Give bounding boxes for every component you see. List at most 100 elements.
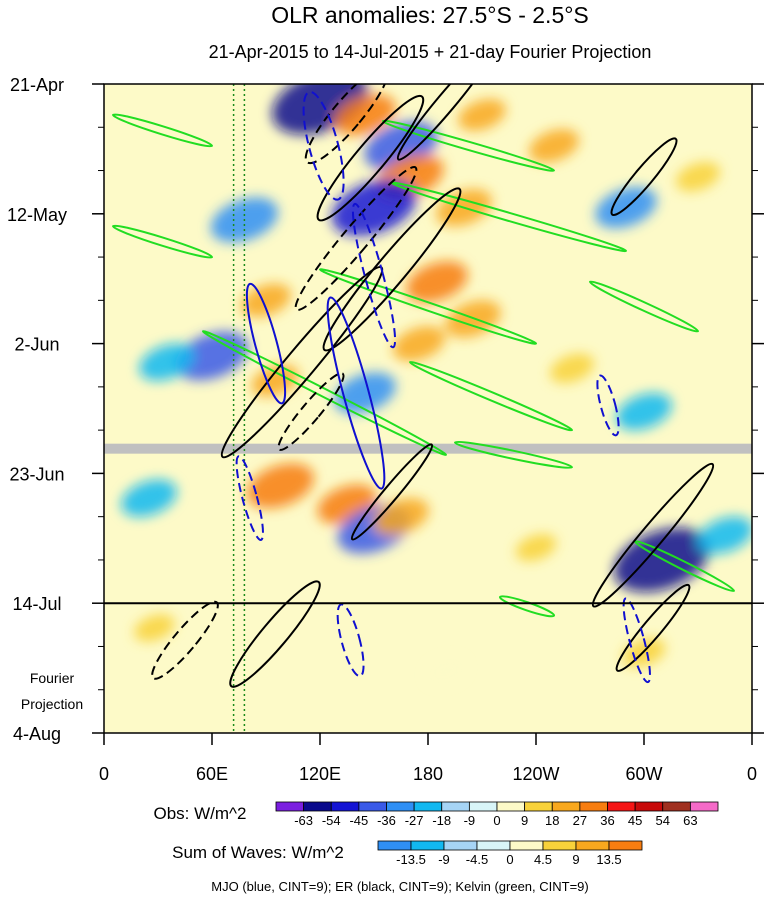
y-tick-label-4: 14-Jul [12, 594, 61, 614]
obs-colorbar-swatch-13 [634, 801, 664, 812]
mjo-contour-6 [622, 597, 651, 684]
waves-colorbar-level-4: 4.5 [534, 852, 552, 867]
kelvin-contour-7 [408, 360, 574, 432]
waves-colorbar-swatch-0 [377, 840, 412, 851]
obs-colorbar-swatch-12 [607, 801, 636, 812]
er-contour-1 [304, 84, 390, 165]
anomaly-cell-19 [246, 463, 315, 509]
obs-colorbar-level-9: 18 [545, 813, 559, 828]
mjo-contour-2 [245, 282, 287, 405]
er-contour-3 [322, 187, 462, 352]
obs-colorbar-swatch-8 [496, 801, 526, 812]
waves-colorbar-level-6: 13.5 [596, 852, 621, 867]
obs-colorbar-level-8: 9 [521, 813, 528, 828]
er-contour-8 [229, 580, 321, 688]
anomaly-cell-13 [392, 326, 446, 362]
obs-colorbar-level-7: 0 [493, 813, 500, 828]
er-contour-6 [350, 443, 434, 541]
obs-colorbar-swatch-3 [358, 801, 387, 812]
kelvin-wave-contours [111, 113, 736, 618]
anomaly-cell-26 [515, 534, 557, 562]
waves-colorbar-swatch-3 [476, 840, 511, 851]
waves-colorbar-swatch-7 [608, 840, 643, 851]
waves-colorbar-swatch-4 [509, 840, 544, 851]
anomaly-cell-14 [334, 372, 396, 414]
obs-colorbar-level-11: 36 [600, 813, 614, 828]
mjo-contours [235, 90, 651, 684]
waves-colorbar-level-0: -13.5 [396, 852, 426, 867]
er-contour-10 [615, 583, 691, 672]
obs-colorbar-swatch-10 [551, 801, 581, 812]
obs-colorbar: -63 -54 -45 -36 -27 -18 -9 0 9 18 27 36 45 54 63 [275, 801, 719, 828]
waves-colorbar-level-2: -4.5 [466, 852, 488, 867]
obs-colorbar-level-3: -36 [377, 813, 396, 828]
y-tick-label-3: 23-Jun [9, 464, 64, 484]
mjo-contour-3 [351, 202, 397, 349]
obs-colorbar-swatch-6 [441, 801, 470, 812]
y-tick-label-1: 12-May [7, 205, 67, 225]
x-axis: 0 60E 120E 180 120W 60W 0 [99, 733, 757, 784]
anomaly-cell-18 [139, 343, 195, 381]
er-contour-7 [591, 462, 715, 608]
anomaly-cell-28 [675, 161, 721, 192]
waves-colorbar: -13.5 -9 -4.5 0 4.5 9 13.5 [377, 840, 643, 867]
projection-label-line2: Projection [21, 696, 83, 712]
obs-colorbar-swatch-0 [275, 801, 305, 812]
kelvin-contour-5 [318, 268, 538, 345]
obs-colorbar-level-13: 54 [656, 813, 670, 828]
obs-colorbar-swatch-15 [689, 801, 719, 812]
waves-colorbar-swatch-2 [443, 840, 478, 851]
x-tick-label-0: 0 [99, 764, 109, 784]
obs-colorbar-swatch-7 [468, 801, 498, 812]
anomaly-cell-27 [458, 99, 506, 131]
er-contour-11 [396, 84, 496, 161]
mjo-contour-4 [235, 455, 264, 541]
obs-colorbar-label: Obs: W/m^2 [154, 804, 247, 823]
waves-colorbar-label: Sum of Waves: W/m^2 [172, 843, 344, 862]
anomaly-cell-25 [697, 516, 752, 554]
anomaly-cell-7 [529, 129, 579, 163]
obs-colorbar-swatch-14 [662, 801, 691, 812]
obs-colorbar-level-0: -63 [294, 813, 313, 828]
obs-colorbar-level-14: 63 [683, 813, 697, 828]
anomaly-cell-11 [241, 283, 291, 317]
waves-colorbar-level-5: 9 [572, 852, 579, 867]
obs-colorbar-swatch-5 [413, 801, 443, 812]
x-tick-label-6: 0 [747, 764, 757, 784]
anomaly-cell-12 [175, 331, 249, 381]
anomaly-cell-31 [427, 659, 465, 684]
mjo-contour-1 [326, 296, 386, 490]
anomaly-cell-17 [616, 392, 672, 431]
anomaly-cell-23 [121, 479, 177, 517]
mjo-contour-5 [596, 374, 620, 437]
y-tick-label-0: 21-Apr [10, 75, 64, 95]
obs-colorbar-swatch-2 [330, 801, 360, 812]
waves-colorbar-swatch-6 [575, 840, 610, 851]
obs-colorbar-swatch-1 [303, 801, 332, 812]
obs-colorbar-swatch-11 [579, 801, 608, 812]
wave-legend-note: MJO (blue, CINT=9); ER (black, CINT=9); … [211, 879, 588, 894]
obs-colorbar-level-12: 45 [628, 813, 642, 828]
waves-colorbar-level-1: -9 [438, 852, 450, 867]
x-tick-label-5: 60W [625, 764, 662, 784]
mjo-contour-0 [302, 90, 345, 201]
x-tick-label-3: 180 [413, 764, 443, 784]
projection-label-line1: Fourier [30, 670, 75, 686]
waves-colorbar-level-3: 0 [506, 852, 513, 867]
x-tick-label-2: 120E [299, 764, 341, 784]
obs-colorbar-level-10: 27 [573, 813, 587, 828]
y-tick-label-5: 4-Aug [13, 724, 61, 744]
y-tick-label-2: 2-Jun [14, 335, 59, 355]
kelvin-contour-2 [381, 119, 556, 172]
anomaly-cell-16 [549, 353, 595, 384]
obs-colorbar-swatch-4 [386, 801, 415, 812]
chart-title: OLR anomalies: 27.5°S - 2.5°S [271, 2, 589, 28]
phase-lines [232, 84, 246, 733]
er-contour-2 [294, 166, 418, 312]
obs-colorbar-swatch-9 [524, 801, 553, 812]
obs-colorbar-level-6: -9 [464, 813, 476, 828]
anomaly-cell-9 [406, 261, 468, 303]
obs-colorbar-level-4: -27 [405, 813, 424, 828]
waves-colorbar-swatch-1 [410, 840, 445, 851]
